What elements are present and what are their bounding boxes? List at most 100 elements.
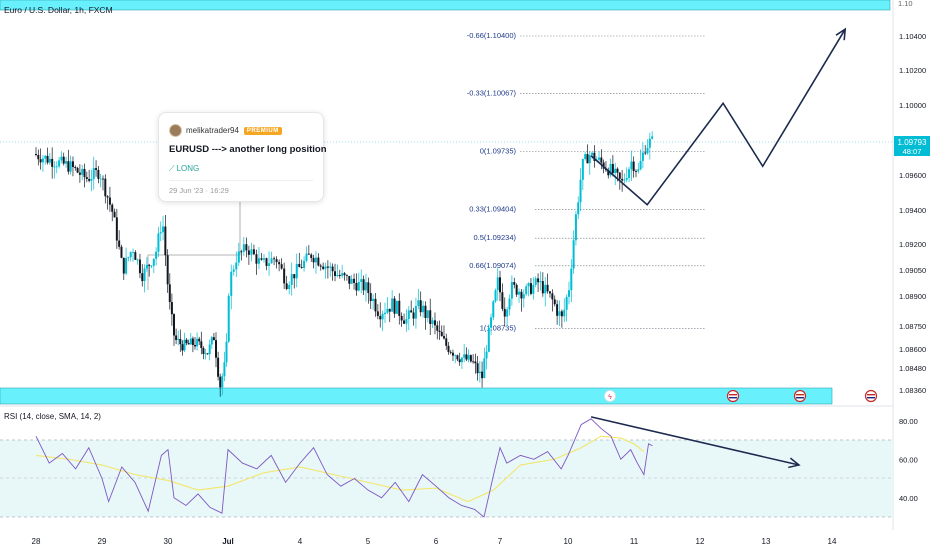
candle-body	[369, 293, 372, 302]
time-tick-label: 30	[164, 537, 173, 546]
candle-body	[250, 249, 253, 255]
idea-title[interactable]: EURUSD ---> another long position	[169, 144, 327, 155]
candle-body	[290, 274, 293, 286]
candle-body	[621, 178, 624, 181]
candle-body	[644, 152, 647, 154]
candle-body	[518, 291, 521, 295]
last-price-value: 1.09793	[898, 138, 927, 147]
candle-body	[476, 363, 479, 374]
candle-body	[438, 330, 441, 332]
candle-body	[607, 170, 610, 176]
time-tick-label: 13	[762, 537, 771, 546]
time-tick-label: 28	[32, 537, 41, 546]
candle-body	[314, 257, 317, 263]
projection-arrowhead	[835, 27, 847, 41]
candle-body	[506, 309, 509, 317]
event-icon-us-flag-2[interactable]	[793, 389, 807, 403]
fib-retracement[interactable]: -0.66(1.10400) -0.33(1.10067) 0(1.09735) 0.…	[467, 31, 705, 332]
candle-body	[602, 162, 605, 169]
candle-body	[515, 284, 518, 295]
fib-level-label: 0.33(1.09404)	[469, 204, 516, 213]
candle-body	[175, 335, 178, 340]
candle-body	[460, 357, 463, 363]
candle-body	[600, 157, 603, 163]
candle-body	[39, 159, 42, 163]
candle-body	[527, 283, 530, 287]
projection-drawing[interactable]	[590, 27, 847, 206]
candle-body	[485, 351, 488, 359]
candle-body	[419, 300, 422, 313]
candle-body	[268, 263, 271, 266]
candle-body	[496, 277, 499, 291]
candle-body	[136, 259, 139, 261]
candle-body	[48, 158, 51, 163]
candle-body	[76, 168, 79, 173]
candle-body	[173, 314, 175, 336]
candle-body	[628, 169, 631, 178]
last-price-tag: 1.09793 48:07	[894, 136, 930, 156]
time-axis: 28 29 30 Jul 4 5 6 7 10 11 12 13 14	[32, 537, 837, 546]
candle-body	[391, 298, 394, 312]
candle-body	[532, 284, 535, 294]
candle-body	[138, 259, 141, 274]
event-icon-earnings[interactable]: ϟ	[604, 390, 616, 402]
price-tick-label: 1.08360	[899, 386, 926, 395]
candle-body	[90, 179, 93, 181]
price-tick-label: 1.08600	[899, 345, 926, 354]
candle-body	[51, 158, 54, 167]
candle-body	[634, 171, 637, 172]
candle-body	[148, 264, 151, 266]
candle-body	[208, 344, 211, 355]
candle-body	[44, 155, 47, 159]
candle-body	[187, 343, 190, 345]
candle-body	[312, 257, 315, 263]
candle-body	[245, 244, 248, 251]
candle-body	[106, 196, 109, 198]
rsi-series	[35, 416, 801, 518]
price-tick-label: 1.08750	[899, 322, 926, 331]
candle-body	[384, 312, 386, 315]
avatar	[169, 124, 182, 137]
candle-body	[581, 158, 584, 180]
candle-body	[494, 290, 497, 302]
candle-body	[283, 268, 286, 284]
candle-body	[260, 258, 263, 260]
candle-body	[37, 154, 40, 160]
candle-body	[548, 291, 551, 294]
candle-body	[467, 355, 470, 360]
price-tick-label: 1.09400	[899, 206, 926, 215]
candle-body	[618, 172, 621, 179]
candle-body	[162, 226, 165, 233]
time-tick-label: 5	[366, 537, 371, 546]
candle-body	[400, 315, 403, 321]
top-highlight-zone	[0, 0, 891, 11]
fib-level-label: -0.66(1.10400)	[467, 31, 517, 40]
candle-body	[129, 252, 132, 258]
candle-body	[646, 147, 649, 154]
candle-body	[95, 168, 98, 170]
candle-body	[111, 204, 114, 212]
candle-body	[577, 202, 580, 215]
candle-body	[398, 300, 401, 316]
svg-text:ϟ: ϟ	[608, 394, 612, 401]
candle-body	[204, 353, 207, 355]
candle-body	[118, 240, 121, 247]
candle-body	[537, 278, 540, 283]
event-icon-us-flag-1[interactable]	[726, 389, 740, 403]
idea-author[interactable]: melikatrader94	[186, 126, 239, 135]
event-icon-us-flag-3[interactable]	[864, 389, 878, 403]
idea-card[interactable]: melikatrader94 PREMIUM EURUSD ---> anoth…	[158, 112, 327, 202]
price-tick-label: 1.08900	[899, 292, 926, 301]
candle-body	[379, 315, 382, 320]
idea-side: ⟋ LONG	[169, 164, 199, 174]
candle-body	[67, 161, 70, 172]
candle-body	[360, 279, 363, 282]
candle-body	[164, 226, 167, 256]
bottom-highlight-zone	[0, 387, 833, 405]
candle-body	[443, 336, 445, 339]
price-tick-label: 1.08480	[899, 364, 926, 373]
candle-body	[567, 290, 570, 297]
price-tick-label: 1.10400	[899, 32, 926, 41]
time-tick-label: 4	[298, 537, 303, 546]
